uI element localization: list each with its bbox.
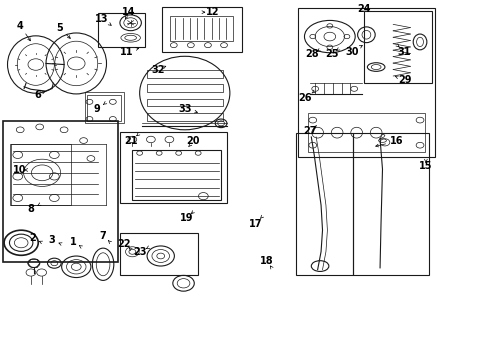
Bar	[147, 113, 222, 121]
Text: 10: 10	[13, 165, 26, 175]
Text: 7: 7	[100, 231, 106, 240]
Text: 3: 3	[48, 235, 55, 245]
Text: 32: 32	[151, 64, 164, 75]
Text: 11: 11	[120, 46, 133, 57]
Bar	[98, 13, 144, 47]
Text: 18: 18	[259, 256, 273, 266]
Bar	[10, 144, 71, 205]
Text: 30: 30	[345, 46, 358, 57]
Text: 29: 29	[398, 75, 411, 85]
Text: 14: 14	[122, 7, 135, 17]
Bar	[147, 84, 222, 92]
Bar	[147, 99, 222, 107]
Text: 19: 19	[180, 213, 193, 222]
Bar	[120, 233, 198, 275]
Text: 13: 13	[95, 14, 109, 24]
Bar	[295, 134, 352, 275]
Bar	[363, 12, 431, 83]
Text: 12: 12	[205, 7, 219, 17]
Bar	[147, 70, 222, 78]
Bar	[161, 7, 242, 51]
Text: 27: 27	[303, 126, 316, 135]
Text: 22: 22	[117, 239, 130, 249]
Text: 17: 17	[248, 219, 262, 229]
Text: 33: 33	[178, 104, 191, 114]
Text: 15: 15	[418, 161, 432, 171]
Bar	[352, 134, 428, 275]
Bar	[307, 113, 424, 152]
Text: 5: 5	[56, 23, 62, 33]
Bar	[3, 121, 118, 262]
Text: 4: 4	[17, 21, 23, 31]
Text: 31: 31	[397, 46, 410, 57]
Bar	[170, 16, 233, 41]
Text: 16: 16	[389, 136, 403, 146]
Text: 23: 23	[133, 247, 146, 257]
Text: 25: 25	[325, 49, 338, 59]
Bar	[298, 8, 434, 157]
Text: 9: 9	[94, 104, 101, 114]
Text: 20: 20	[186, 136, 200, 146]
Text: 2: 2	[29, 233, 36, 243]
Text: 1: 1	[69, 237, 76, 247]
Text: 6: 6	[34, 90, 41, 100]
Bar	[120, 132, 227, 203]
Bar	[132, 150, 221, 201]
Bar	[84, 92, 123, 123]
Text: 21: 21	[124, 136, 138, 145]
Text: 28: 28	[305, 49, 318, 59]
Text: 24: 24	[357, 4, 370, 14]
Bar	[87, 95, 121, 121]
Text: 26: 26	[298, 93, 311, 103]
Text: 8: 8	[27, 204, 34, 215]
